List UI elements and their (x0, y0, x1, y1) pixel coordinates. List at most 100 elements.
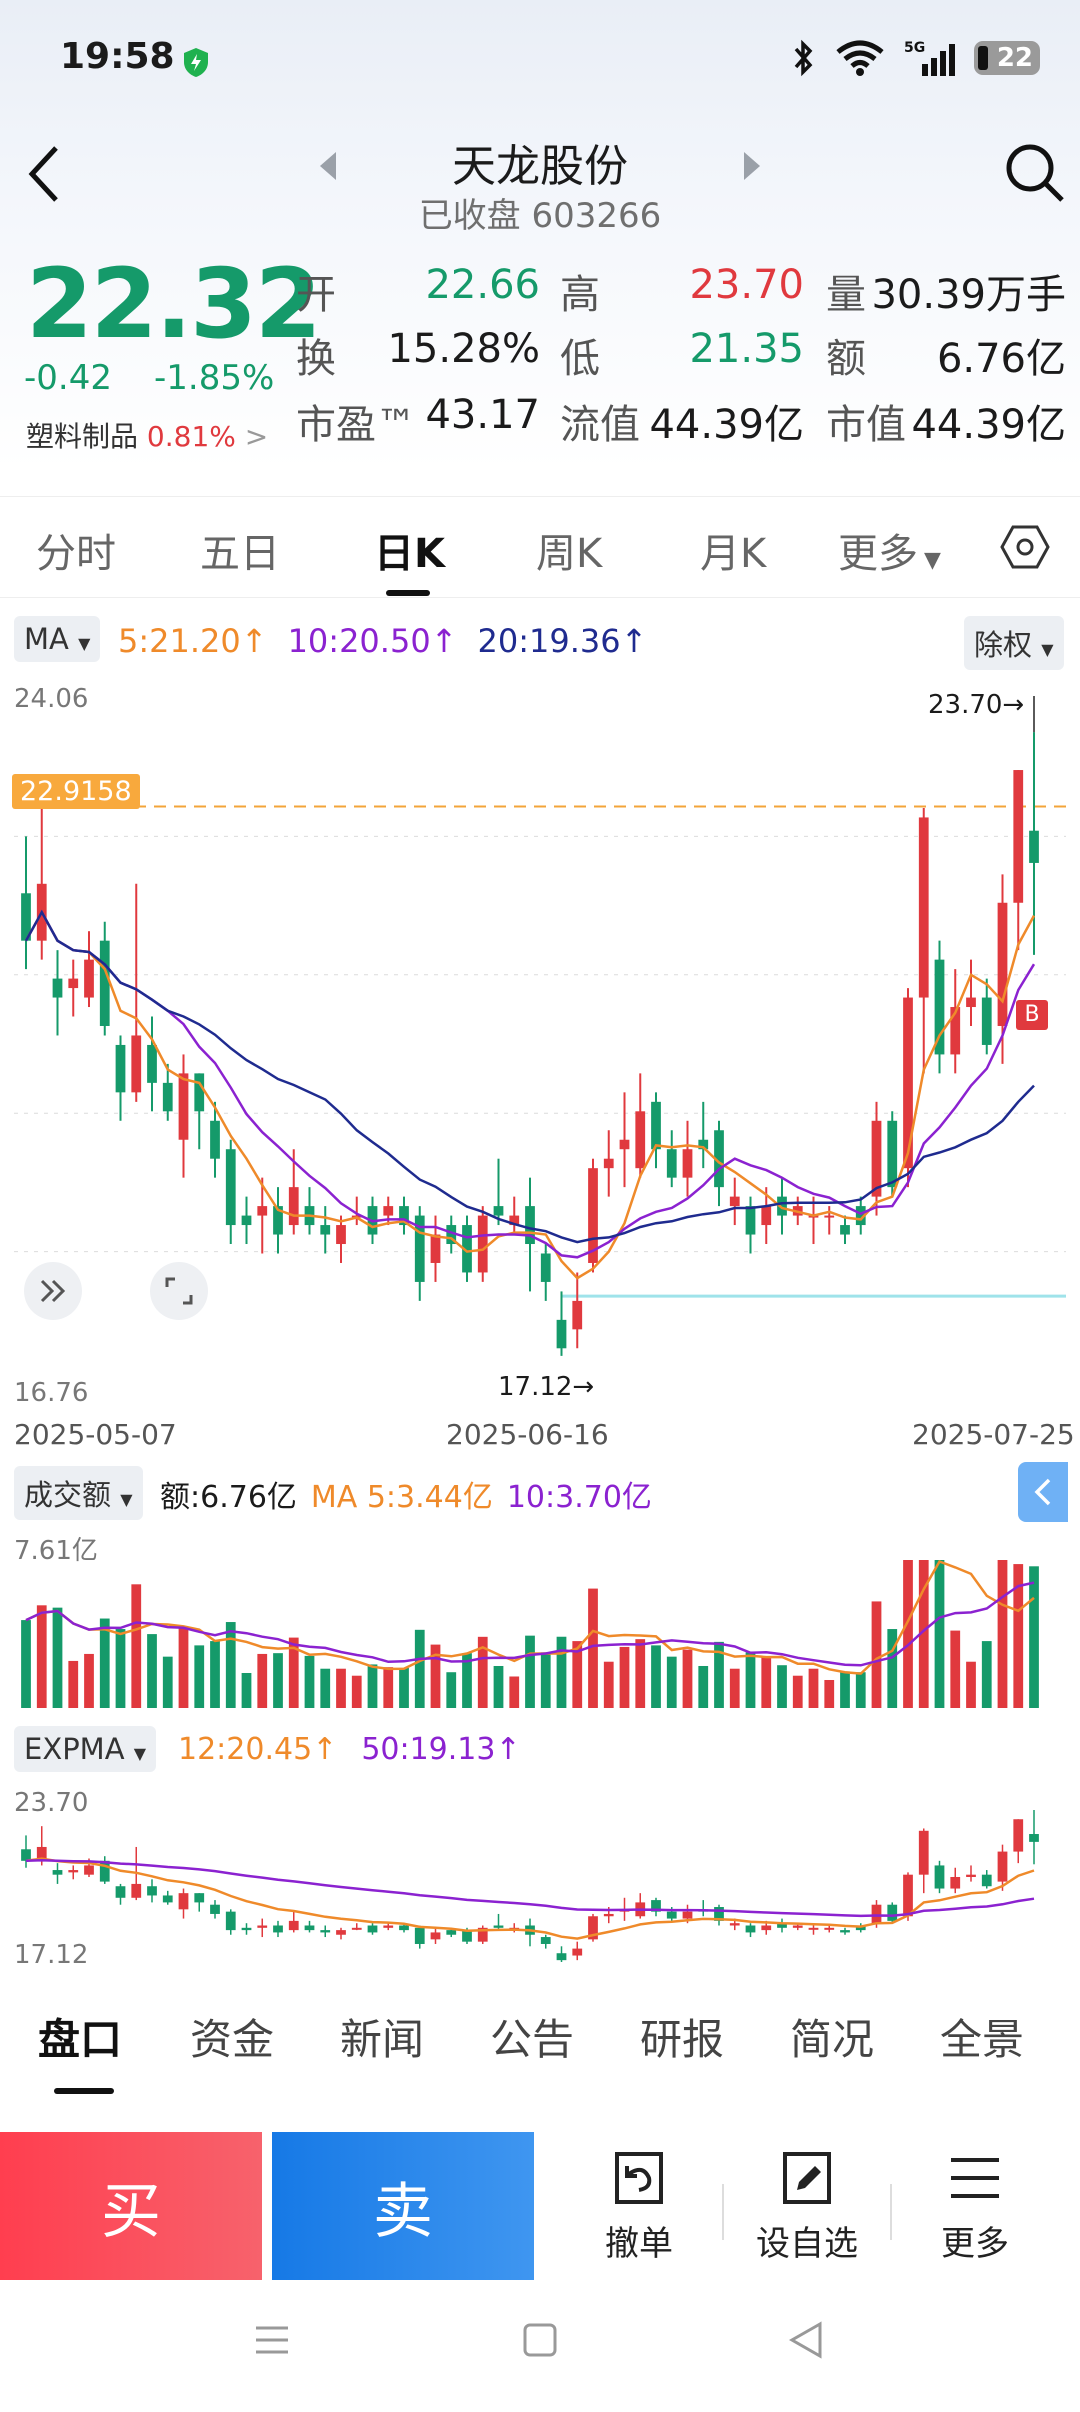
svg-text:5G: 5G (904, 40, 925, 56)
period-tabs: 分时 五日 日K 周K 月K 更多 ▼ (0, 496, 1080, 598)
undo-icon (615, 2152, 663, 2204)
expma-candle-body (210, 1904, 220, 1914)
candle-body (257, 1206, 268, 1216)
expma-candle-body (446, 1930, 457, 1935)
expma-indicator-select[interactable]: EXPMA ▼ (14, 1726, 157, 1772)
volume-bar (493, 1665, 504, 1708)
quote-value: 22.66 (425, 262, 540, 308)
volume-bar (682, 1649, 693, 1708)
tab-jiankuang[interactable]: 简况 (790, 2015, 875, 2064)
candle-body (52, 978, 63, 998)
more-actions-button[interactable]: 更多 (900, 2148, 1050, 2265)
expma-candle-body (588, 1916, 598, 1940)
candle-body (887, 1120, 898, 1188)
expma-candle-body (745, 1925, 756, 1933)
expma-candle-body (241, 1927, 252, 1931)
expma-candle-body (966, 1874, 976, 1877)
sector-link[interactable]: 塑料制品 0.81% > (26, 420, 269, 453)
expma-candle-body (493, 1925, 504, 1928)
sell-button[interactable]: 卖 (272, 2132, 534, 2280)
fullscreen-button[interactable] (150, 1262, 208, 1320)
ma20-line (24, 909, 1035, 1244)
candle-body (918, 817, 929, 998)
tab-month-k[interactable]: 月K (700, 531, 767, 577)
quote-value: 21.35 (689, 326, 804, 372)
volume-bar (903, 1560, 913, 1708)
tab-pankou[interactable]: 盘口 (38, 2015, 123, 2064)
volume-bar (257, 1653, 268, 1708)
tab-day-k[interactable]: 日K (374, 531, 445, 577)
expma-candle-body (257, 1925, 268, 1928)
tab-wuri[interactable]: 五日 (200, 531, 280, 577)
candle-body (525, 1206, 535, 1245)
candle-body (68, 978, 79, 989)
candle-body (729, 1196, 740, 1207)
expma-candle-body (367, 1925, 378, 1933)
expand-sidebar-button[interactable] (24, 1262, 82, 1320)
indicator-select[interactable]: MA ▼ (14, 616, 101, 662)
add-watchlist-button[interactable]: 设自选 (732, 2148, 882, 2265)
expma-candle-body (178, 1893, 189, 1910)
nav-menu-icon[interactable] (252, 2320, 292, 2360)
back-icon[interactable] (24, 144, 64, 204)
candle-body (241, 1215, 252, 1226)
shield-icon (184, 48, 208, 77)
buy-marker[interactable]: B (1016, 1000, 1048, 1030)
tab-yanbao[interactable]: 研报 (640, 2015, 725, 2064)
volume-bar (1029, 1566, 1039, 1708)
signal-icon: 5G (904, 40, 955, 76)
tab-quanjing[interactable]: 全景 (940, 2015, 1025, 2064)
tab-more[interactable]: 更多 ▼ (838, 531, 941, 577)
candle-body (635, 1111, 646, 1169)
info-tab-underline (54, 2088, 114, 2094)
volume-bar (336, 1668, 346, 1708)
tab-fenshi[interactable]: 分时 (36, 531, 116, 577)
ma10-line (24, 909, 1036, 1259)
expma-chart[interactable] (0, 1780, 1080, 1970)
edit-icon (783, 2152, 831, 2204)
nav-back-icon[interactable] (786, 2320, 826, 2360)
volume-bar (446, 1672, 457, 1708)
prev-stock-icon[interactable] (318, 150, 340, 182)
candle-body (997, 902, 1008, 1026)
cancel-order-button[interactable]: 撤单 (564, 2148, 714, 2265)
header-background (0, 0, 1080, 470)
collapse-panel-button[interactable] (1018, 1462, 1068, 1522)
adjust-select[interactable]: 除权 ▼ (964, 616, 1064, 670)
tab-gonggao[interactable]: 公告 (490, 2015, 575, 2064)
expma-candle-body (21, 1849, 31, 1861)
candle-body (556, 1319, 567, 1349)
search-icon[interactable] (1004, 142, 1066, 204)
volume-bar (729, 1668, 740, 1708)
volume-bar (619, 1646, 630, 1708)
tab-xinwen[interactable]: 新闻 (340, 2015, 425, 2064)
volume-bar (462, 1653, 472, 1708)
volume-bar (603, 1661, 614, 1708)
buy-button[interactable]: 买 (0, 2132, 262, 2280)
candle-body (682, 1149, 693, 1178)
nav-home-icon[interactable] (520, 2320, 560, 2360)
price-change-pct: -1.85% (154, 358, 275, 398)
expma-candle-body (84, 1865, 94, 1875)
expma-candle-body (147, 1886, 157, 1896)
tab-zijin[interactable]: 资金 (190, 2015, 275, 2064)
date-mid: 2025-06-16 (446, 1418, 609, 1451)
candle-body (714, 1130, 724, 1188)
kline-chart[interactable] (0, 678, 1080, 1410)
candle-body (619, 1139, 630, 1150)
candle-body (225, 1149, 236, 1226)
expma-y-bottom: 17.12 (14, 1940, 89, 1970)
volume-bar (540, 1652, 551, 1708)
volume-bar (383, 1667, 394, 1708)
volume-bar (525, 1635, 535, 1708)
expma-candle-body (540, 1937, 551, 1944)
candle-body (540, 1253, 551, 1282)
quote-value: 6.76亿 (936, 336, 1066, 382)
quote-label: 换 (296, 336, 336, 382)
tab-week-k[interactable]: 周K (536, 531, 603, 577)
settings-icon[interactable] (1000, 523, 1050, 571)
volume-chart[interactable] (0, 1520, 1080, 1710)
next-stock-icon[interactable] (740, 150, 762, 182)
candle-body (115, 1044, 126, 1093)
volume-indicator-select[interactable]: 成交额 ▼ (14, 1466, 143, 1520)
